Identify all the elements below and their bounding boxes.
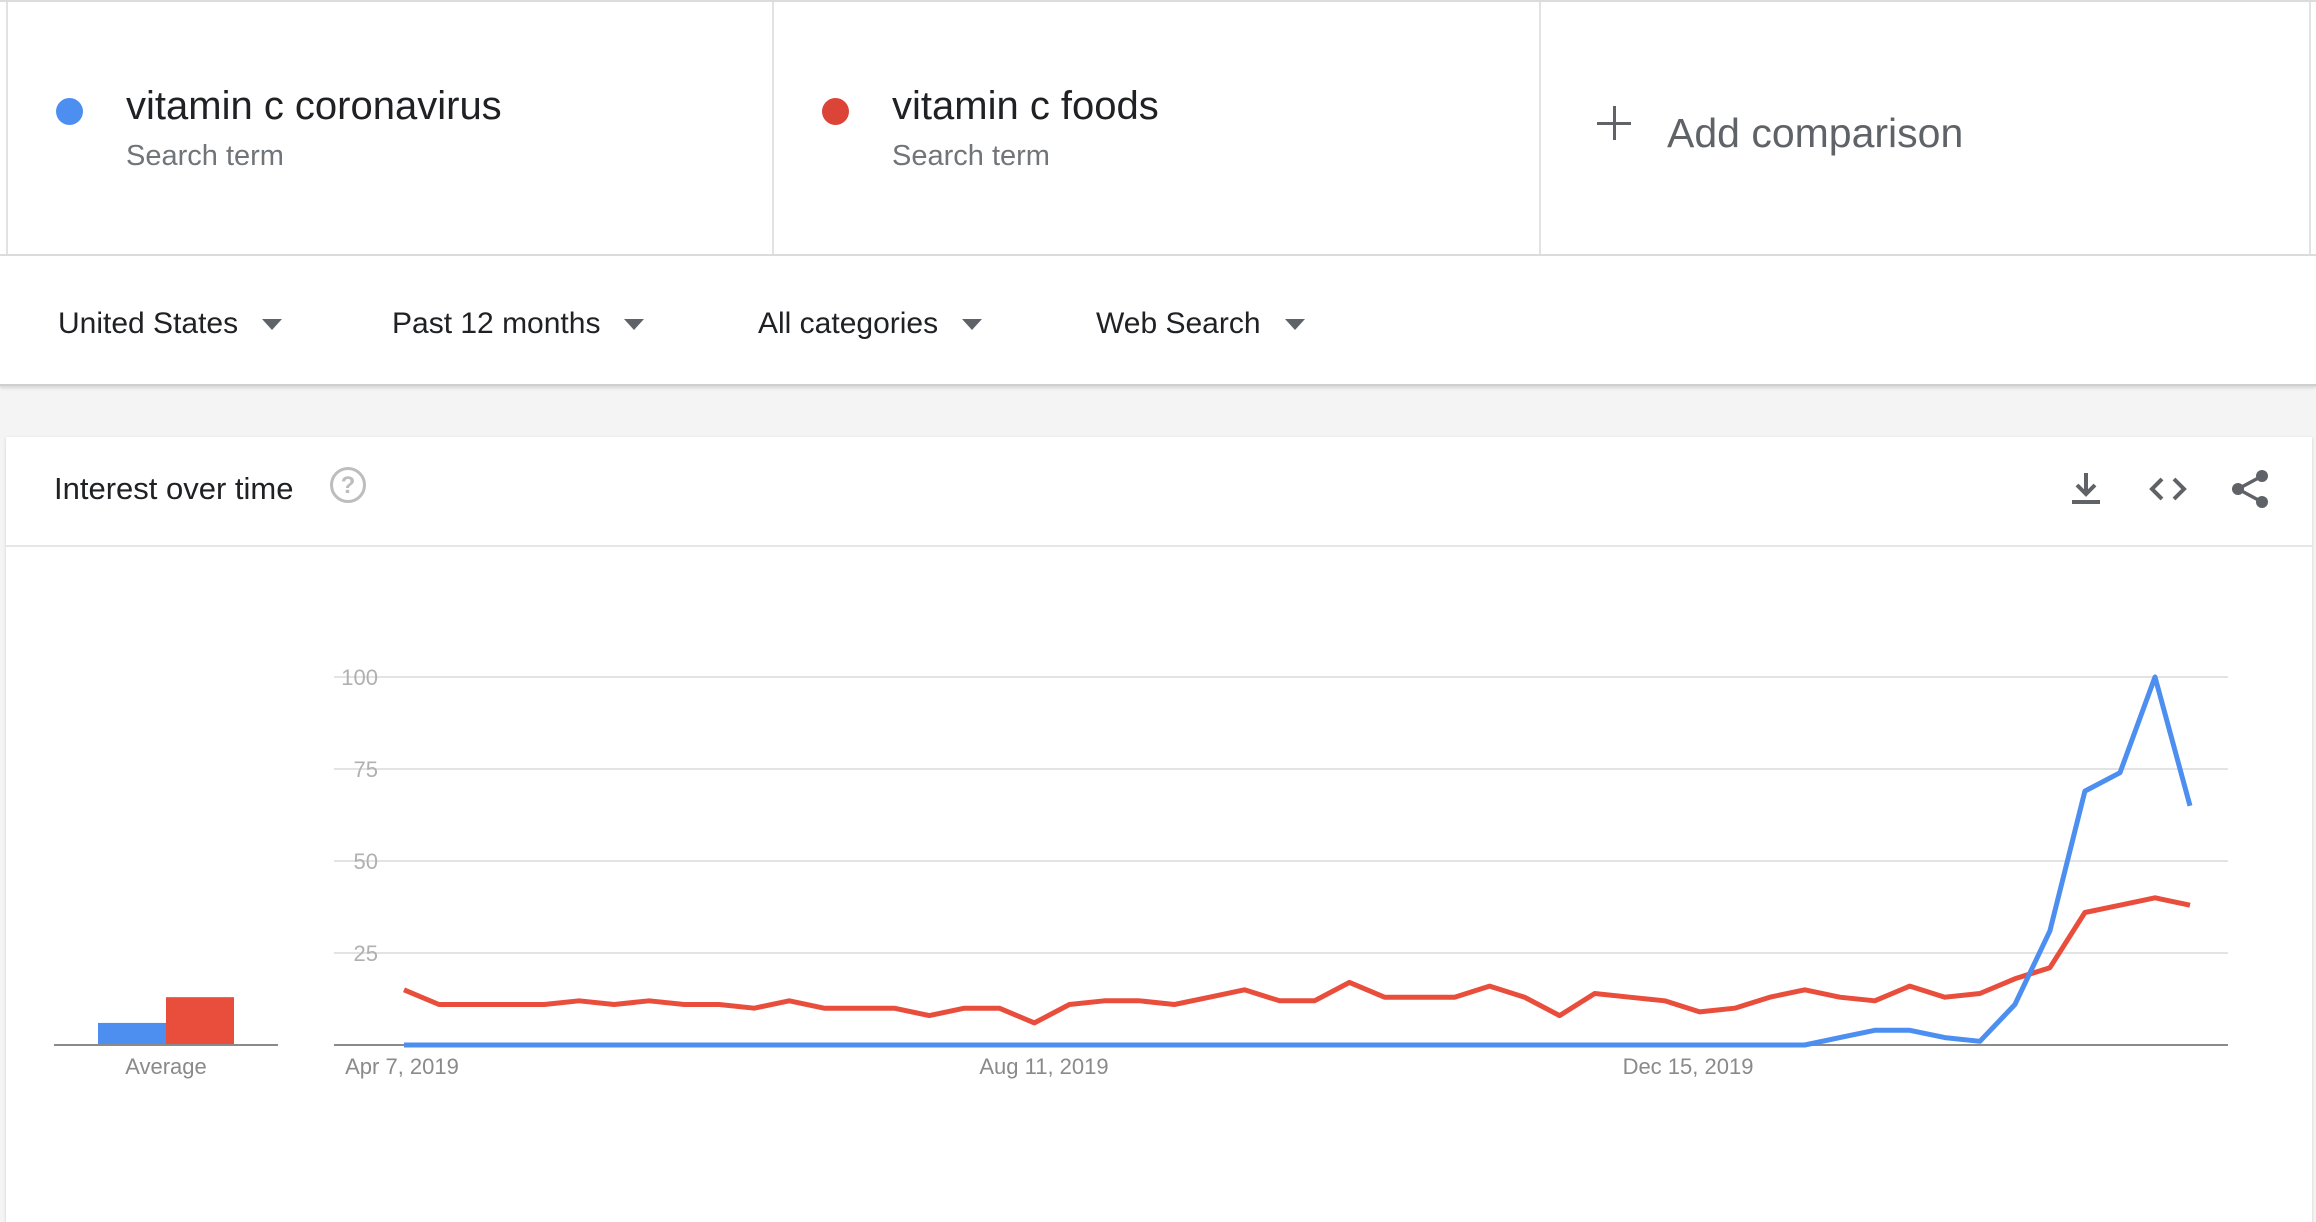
term-type-label: Search term — [126, 140, 284, 172]
x-tick-label: Apr 7, 2019 — [345, 1054, 459, 1079]
category-dropdown[interactable]: All categories — [758, 304, 983, 344]
time-range-dropdown[interactable]: Past 12 months — [392, 304, 645, 344]
help-icon[interactable]: ? — [330, 467, 366, 503]
y-tick-label: 100 — [341, 665, 378, 690]
y-tick-label: 25 — [354, 941, 378, 966]
download-icon[interactable] — [2064, 467, 2108, 511]
series-color-dot-blue — [56, 98, 83, 125]
dropdown-arrow-icon — [962, 318, 983, 330]
x-tick-label: Dec 15, 2019 — [1623, 1054, 1754, 1079]
add-comparison-label: Add comparison — [1667, 110, 1964, 156]
search-property-dropdown[interactable]: Web Search — [1096, 304, 1305, 344]
region-label: United States — [58, 307, 239, 340]
category-label: All categories — [758, 307, 939, 340]
x-tick-label: Aug 11, 2019 — [979, 1054, 1108, 1079]
search-property-label: Web Search — [1096, 307, 1261, 340]
average-bar — [98, 1022, 166, 1045]
dropdown-arrow-icon — [624, 318, 645, 330]
term-name[interactable]: vitamin c foods — [892, 84, 1159, 128]
average-label: Average — [125, 1054, 207, 1079]
dropdown-arrow-icon — [262, 318, 283, 330]
embed-code-icon[interactable] — [2146, 467, 2190, 511]
filter-bar: United States Past 12 months All categor… — [0, 256, 2316, 386]
plus-icon — [1597, 106, 1631, 140]
series-line — [404, 674, 2193, 1048]
interest-over-time-card: Interest over time ? 25 50 75 100 Average A… — [6, 437, 2312, 1222]
y-tick-label: 50 — [354, 849, 378, 874]
dropdown-arrow-icon — [1284, 318, 1305, 330]
region-dropdown[interactable]: United States — [58, 304, 283, 344]
card-divider — [6, 545, 2312, 547]
search-term-1[interactable]: vitamin c coronavirus Search term — [6, 2, 774, 254]
time-range-label: Past 12 months — [392, 307, 601, 340]
y-tick-label: 75 — [354, 757, 378, 782]
term-type-label: Search term — [892, 140, 1050, 172]
average-bar — [166, 997, 234, 1045]
term-name[interactable]: vitamin c coronavirus — [126, 84, 502, 128]
card-title: Interest over time — [54, 471, 294, 506]
search-term-2[interactable]: vitamin c foods Search term — [774, 2, 1541, 254]
interest-chart: 25 50 75 100 Average Apr 7, 2019 Aug 11, 201… — [54, 665, 2228, 1079]
comparison-bar: vitamin c coronavirus Search term vitami… — [0, 0, 2316, 256]
series-line — [403, 895, 2191, 1026]
share-icon[interactable] — [2228, 467, 2272, 511]
series-color-dot-red — [822, 98, 849, 125]
add-comparison-button[interactable]: Add comparison — [1541, 2, 2311, 254]
